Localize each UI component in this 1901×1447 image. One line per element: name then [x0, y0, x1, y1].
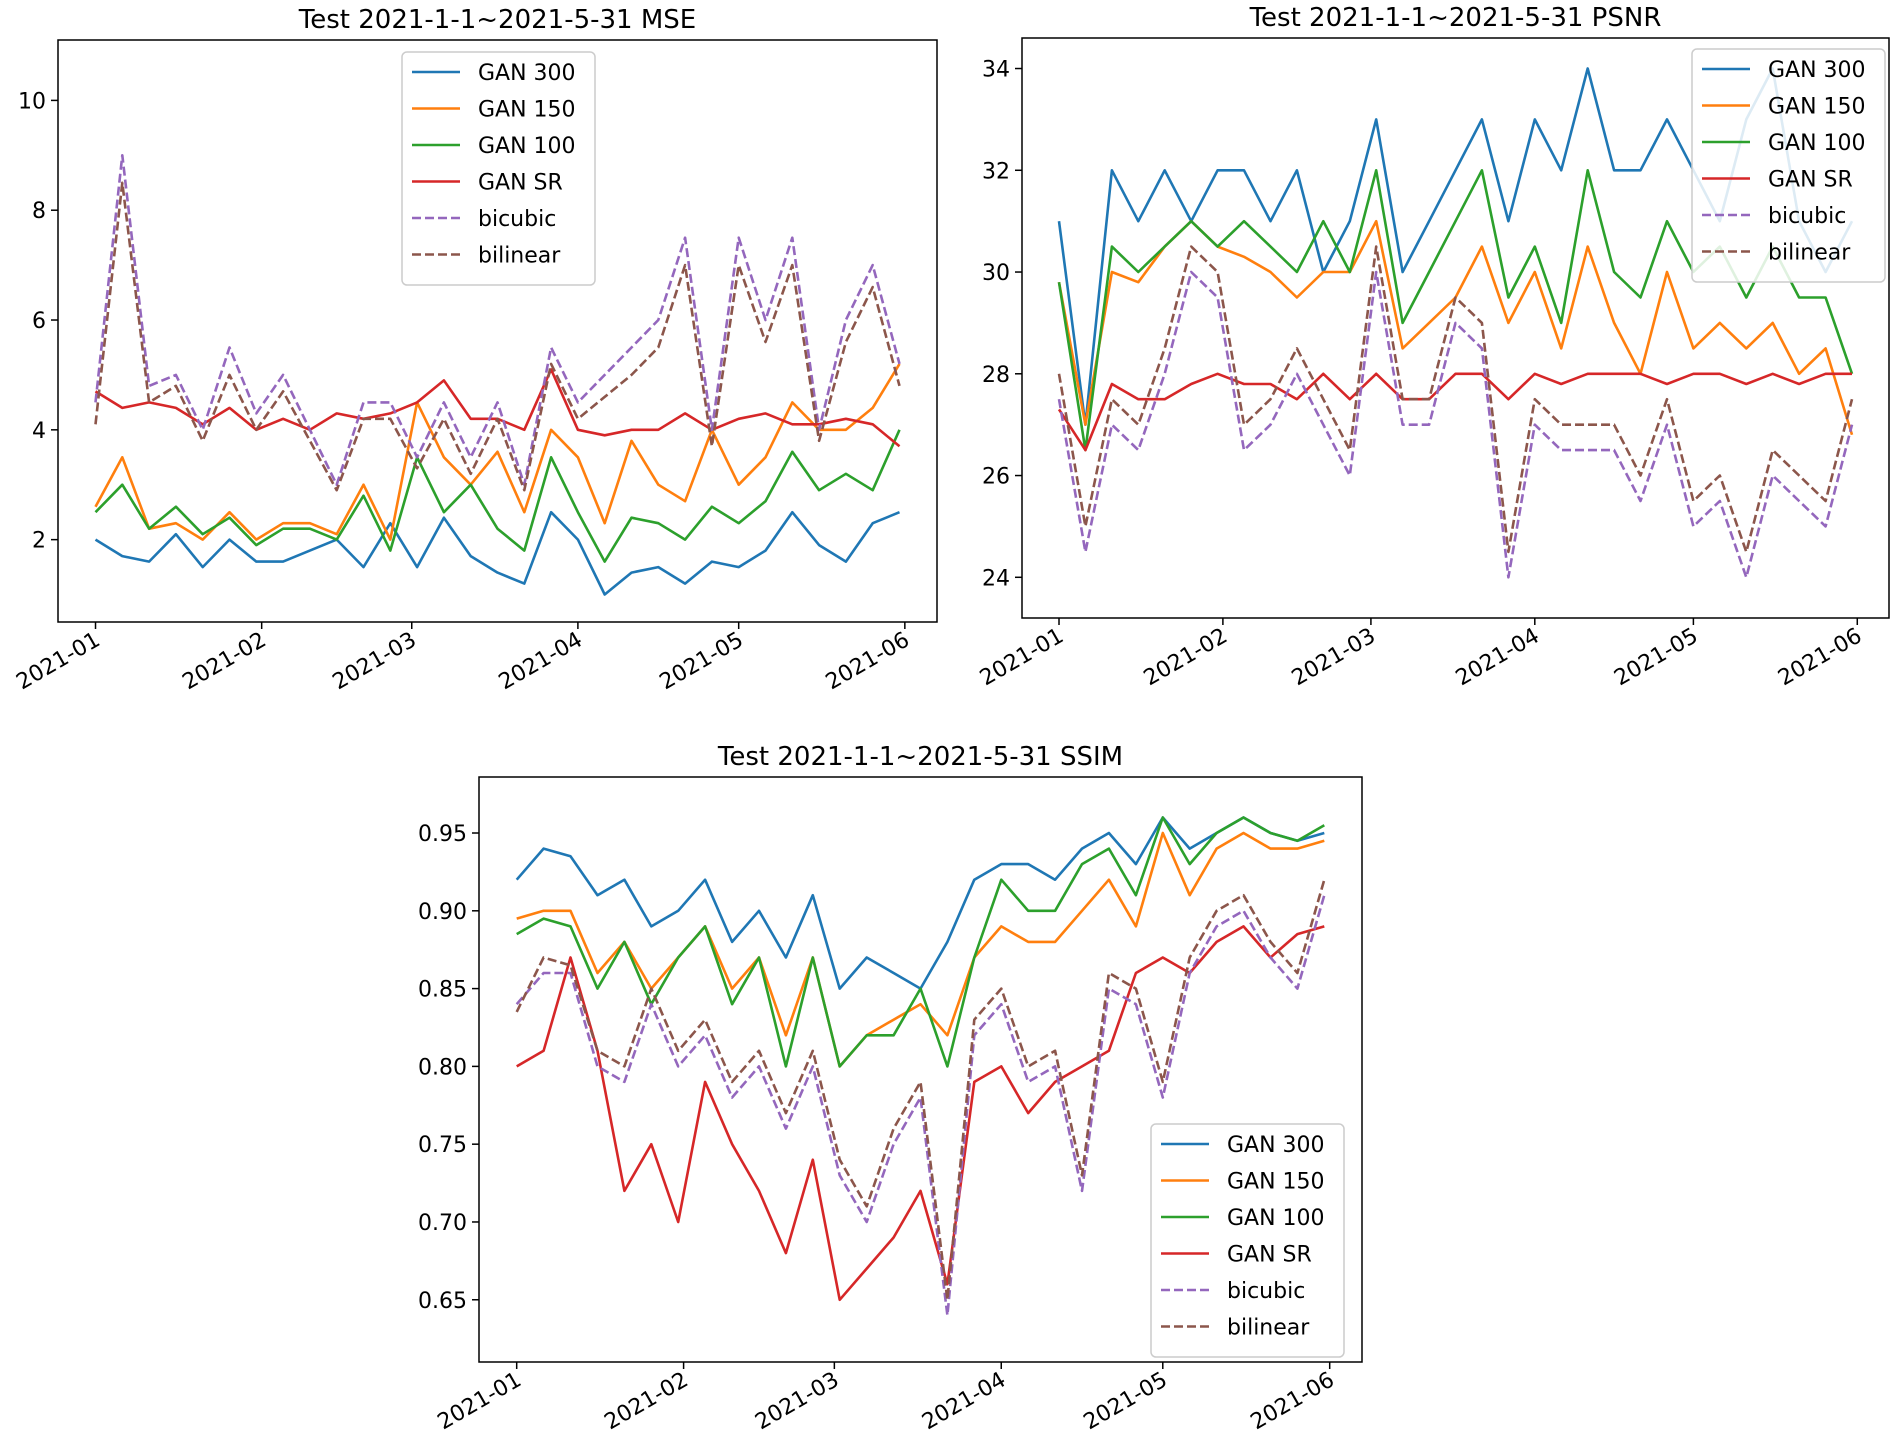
- y-tick-label: 32: [982, 159, 1010, 184]
- chart-title: Test 2021-1-1~2021-5-31 MSE: [298, 5, 696, 35]
- x-tick-label: 2021-06: [822, 628, 914, 696]
- axes-frame: [57, 39, 938, 623]
- series-line-gan-sr: [1057, 372, 1852, 452]
- x-tick-label: 2021-04: [1452, 624, 1544, 692]
- y-tick-label: 30: [982, 261, 1010, 286]
- series-line-bilinear: [94, 181, 901, 492]
- legend-box: [1150, 1123, 1345, 1358]
- legend-label: GAN 150: [478, 98, 576, 123]
- y-tick-label: 0.85: [418, 978, 467, 1003]
- series-line-bilinear: [515, 879, 1326, 1302]
- subplot-1: Test 2021-1-1~2021-5-31 MSE 2 4 6 8 10 2021-01…: [12, 5, 938, 696]
- x-tick-label: 2021-05: [1080, 1368, 1172, 1436]
- legend-label: GAN 300: [1768, 58, 1866, 83]
- legend-box: [1691, 48, 1886, 283]
- y-tick-label: 34: [982, 58, 1010, 83]
- legend-label: bilinear: [1227, 1316, 1310, 1341]
- legend: GAN 300 GAN 150 GAN 100 GAN SR bicubic biline…: [401, 51, 596, 286]
- y-tick-label: 4: [32, 419, 46, 444]
- series-line-gan-300: [94, 510, 900, 596]
- legend-label: GAN 100: [1768, 131, 1866, 156]
- x-tick-label: 2021-03: [751, 1368, 843, 1436]
- legend-label: GAN SR: [478, 171, 563, 196]
- y-tick-label: 24: [982, 566, 1010, 591]
- legend-label: GAN SR: [1768, 168, 1853, 193]
- x-tick-label: 2021-05: [656, 628, 748, 696]
- y-tick-label: 0.90: [418, 900, 467, 925]
- legend-label: GAN 150: [1227, 1170, 1325, 1195]
- y-tick-label: 8: [32, 199, 46, 224]
- y-tick-label: 10: [18, 89, 46, 114]
- y-tick-label: 0.70: [418, 1211, 467, 1236]
- y-tick-label: 28: [982, 363, 1010, 388]
- y-tick-label: 0.75: [418, 1133, 467, 1158]
- legend-label: bilinear: [478, 244, 561, 269]
- chart-title: Test 2021-1-1~2021-5-31 SSIM: [717, 742, 1123, 772]
- axes-frame: [1021, 37, 1890, 619]
- legend: GAN 300 GAN 150 GAN 100 GAN SR bicubic biline…: [1150, 1123, 1345, 1358]
- series-line-gan-100: [94, 429, 901, 563]
- legend-label: bicubic: [1227, 1279, 1305, 1304]
- legend-label: GAN 100: [478, 134, 576, 159]
- legend-box: [401, 51, 596, 286]
- legend-label: GAN 300: [478, 61, 576, 86]
- subplot-2: Test 2021-1-1~2021-5-31 PSNR 24 26 28 30 32 34…: [976, 3, 1890, 692]
- series-line-bicubic: [94, 154, 901, 487]
- legend-label: bicubic: [1768, 204, 1846, 229]
- x-tick-label: 2021-03: [1288, 624, 1380, 692]
- x-tick-label: 2021-02: [179, 628, 271, 696]
- x-tick-label: 2021-04: [495, 628, 587, 696]
- x-tick-label: 2021-04: [918, 1368, 1010, 1436]
- y-tick-label: 0.95: [418, 822, 467, 847]
- legend-label: bicubic: [478, 207, 556, 232]
- axes-frame: [478, 776, 1363, 1363]
- x-tick-label: 2021-03: [329, 628, 421, 696]
- y-tick-label: 2: [32, 529, 46, 554]
- x-tick-label: 2021-06: [1247, 1368, 1339, 1436]
- y-tick-label: 0.80: [418, 1055, 467, 1080]
- series-line-bilinear: [1057, 245, 1854, 554]
- legend-label: bilinear: [1768, 241, 1851, 266]
- x-tick-label: 2021-02: [1140, 624, 1232, 692]
- legend-label: GAN 300: [1227, 1133, 1325, 1158]
- x-tick-label: 2021-02: [600, 1368, 692, 1436]
- x-tick-label: 2021-01: [12, 628, 104, 696]
- x-tick-label: 2021-05: [1610, 624, 1702, 692]
- y-tick-label: 26: [982, 465, 1010, 490]
- legend: GAN 300 GAN 150 GAN 100 GAN SR bicubic biline…: [1691, 48, 1886, 283]
- series-line-bicubic: [1057, 270, 1854, 579]
- y-tick-label: 6: [32, 309, 46, 334]
- subplot-3: Test 2021-1-1~2021-5-31 SSIM 0.65 0.70 0.75…: [418, 742, 1363, 1436]
- y-tick-label: 0.65: [418, 1289, 467, 1314]
- series-line-gan-150: [94, 363, 901, 541]
- legend-label: GAN SR: [1227, 1243, 1312, 1268]
- x-tick-label: 2021-06: [1774, 624, 1866, 692]
- chart-title: Test 2021-1-1~2021-5-31 PSNR: [1249, 3, 1662, 33]
- series-line-bicubic: [515, 894, 1326, 1317]
- legend-label: GAN 150: [1768, 95, 1866, 120]
- x-tick-label: 2021-01: [434, 1368, 526, 1436]
- legend-label: GAN 100: [1227, 1206, 1325, 1231]
- x-tick-label: 2021-01: [976, 624, 1068, 692]
